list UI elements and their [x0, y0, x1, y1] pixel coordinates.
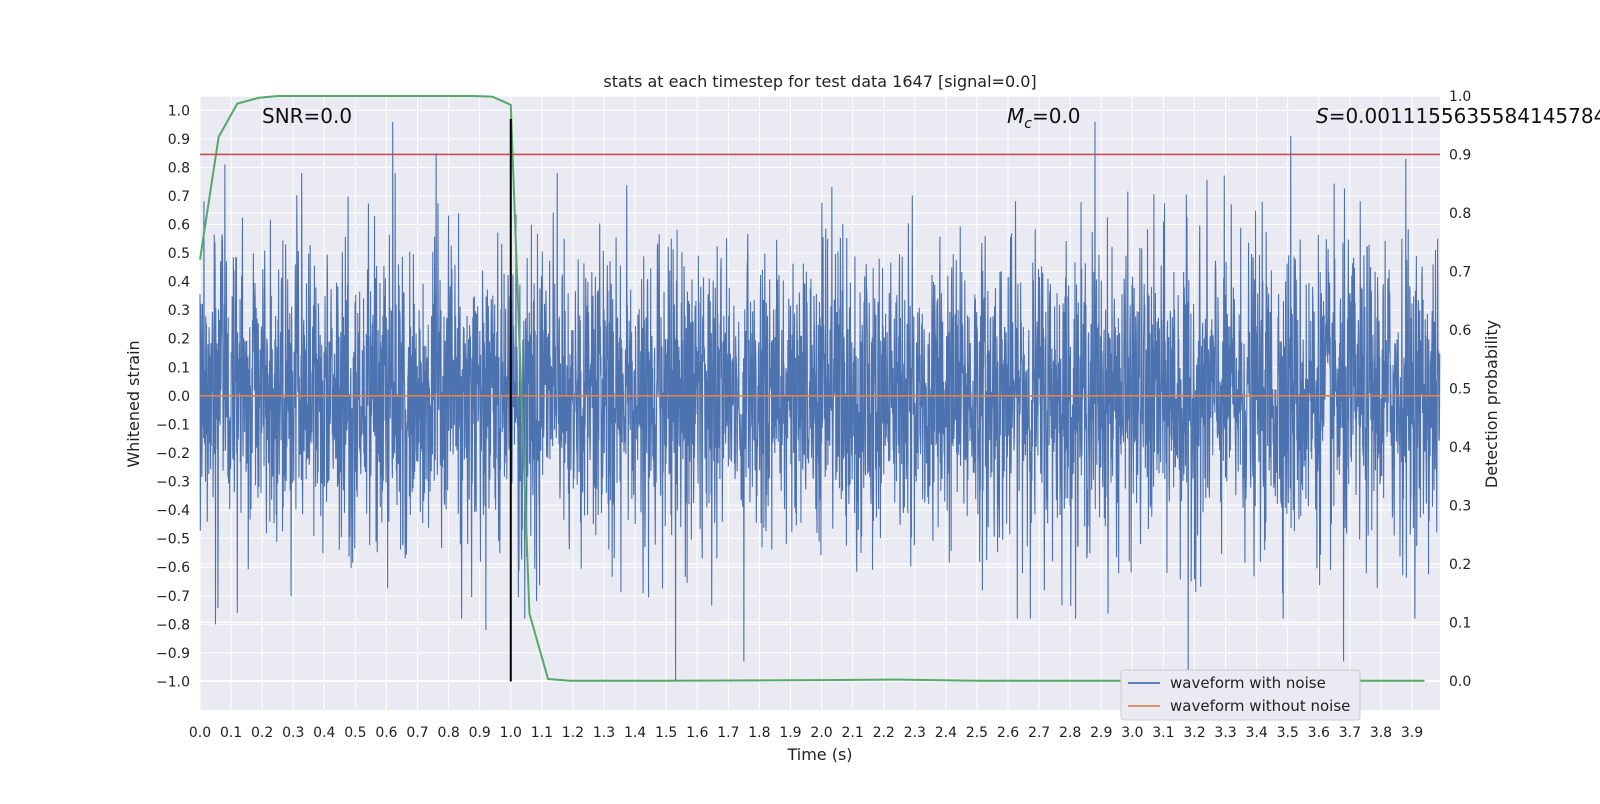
x-tick-label: 1.0	[500, 725, 522, 741]
legend-box	[1120, 669, 1361, 721]
y-right-tick-label: 0.3	[1449, 498, 1471, 514]
x-tick-label: 3.1	[1152, 725, 1174, 741]
x-tick-label: 2.3	[904, 725, 926, 741]
x-tick-label: 1.3	[593, 725, 615, 741]
s-symbol: S	[1316, 104, 1329, 128]
y-right-tick-label: 0.7	[1449, 264, 1471, 280]
x-tick-label: 1.1	[531, 725, 553, 741]
x-tick-label: 1.4	[624, 725, 646, 741]
x-tick-label: 3.6	[1308, 725, 1330, 741]
s-annotation: S=0.0011155635584145784	[1316, 104, 1600, 128]
x-tick-label: 0.9	[469, 725, 491, 741]
x-tick-label: 0.4	[313, 725, 335, 741]
y-left-tick-label: −0.5	[156, 532, 190, 548]
x-tick-label: 1.5	[655, 725, 677, 741]
y-left-tick-label: 0.6	[168, 218, 190, 234]
x-tick-label: 1.8	[748, 725, 770, 741]
series-detection-probability	[199, 95, 1425, 682]
x-tick-label: 3.5	[1277, 725, 1299, 741]
x-tick-label: 2.9	[1090, 725, 1112, 741]
y-left-tick-label: 0.2	[168, 332, 190, 348]
x-tick-label: 0.1	[220, 725, 242, 741]
y-right-tick-label: 0.9	[1449, 147, 1471, 163]
x-tick-label: 2.7	[1028, 725, 1050, 741]
y-left-tick-label: 0.7	[168, 189, 190, 205]
x-tick-label: 1.7	[717, 725, 739, 741]
chart-title: stats at each timestep for test data 164…	[603, 72, 1036, 91]
legend: waveform with noise waveform without noi…	[1120, 669, 1361, 721]
x-tick-label: 0.5	[344, 725, 366, 741]
y-right-tick-label: 1.0	[1449, 89, 1471, 105]
y-left-tick-label: 1.0	[168, 103, 190, 119]
x-tick-label: 0.8	[437, 725, 459, 741]
x-tick-label: 3.9	[1401, 725, 1423, 741]
y-left-tick-label: −0.8	[156, 617, 190, 633]
mc-annotation: Mc=0.0	[1007, 104, 1081, 132]
y-left-tick-label: −1.0	[156, 674, 190, 690]
x-tick-label: 0.2	[251, 725, 273, 741]
x-tick-label: 3.2	[1183, 725, 1205, 741]
y-right-tick-label: 0.0	[1449, 674, 1471, 690]
y-right-tick-label: 0.6	[1449, 323, 1471, 339]
mc-value: =0.0	[1032, 104, 1081, 128]
x-tick-label: 3.4	[1246, 725, 1268, 741]
x-tick-label: 2.0	[810, 725, 832, 741]
x-tick-label: 2.2	[873, 725, 895, 741]
reference-lines	[200, 118, 1440, 682]
y-left-tick-label: 0.4	[168, 275, 190, 291]
y-left-tick-label: −0.1	[156, 417, 190, 433]
x-tick-label: 1.6	[686, 725, 708, 741]
y-left-tick-label: 0.9	[168, 132, 190, 148]
y-left-tick-label: 0.8	[168, 160, 190, 176]
x-tick-label: 3.0	[1121, 725, 1143, 741]
x-tick-label: 0.3	[282, 725, 304, 741]
x-tick-label: 3.8	[1370, 725, 1392, 741]
y-left-tick-label: −0.6	[156, 560, 190, 576]
y-left-tick-label: 0.5	[168, 246, 190, 262]
x-tick-label: 1.2	[562, 725, 584, 741]
y-left-tick-label: −0.2	[156, 446, 190, 462]
y-left-tick-label: 0.3	[168, 303, 190, 319]
series-layer	[199, 95, 1441, 682]
y-left-tick-label: −0.3	[156, 475, 190, 491]
snr-annotation: SNR=0.0	[262, 104, 352, 128]
x-tick-label: 0.0	[189, 725, 211, 741]
mc-symbol: M	[1007, 104, 1024, 128]
x-tick-label: 1.9	[779, 725, 801, 741]
x-tick-label: 0.7	[406, 725, 428, 741]
y-axis-left-label: Whitened strain	[124, 340, 143, 467]
x-tick-label: 2.6	[997, 725, 1019, 741]
x-tick-label: 2.4	[935, 725, 957, 741]
x-tick-label: 3.7	[1339, 725, 1361, 741]
y-right-tick-label: 0.4	[1449, 440, 1471, 456]
x-tick-label: 3.3	[1214, 725, 1236, 741]
x-tick-label: 2.1	[841, 725, 863, 741]
legend-entry-noise: waveform with noise	[1170, 674, 1326, 692]
mc-subscript: c	[1024, 116, 1032, 132]
y-left-tick-label: −0.4	[156, 503, 190, 519]
series-waveform-with-noise	[199, 121, 1441, 682]
y-left-tick-label: 0.1	[168, 360, 190, 376]
y-right-tick-label: 0.5	[1449, 381, 1471, 397]
y-right-tick-label: 0.1	[1449, 615, 1471, 631]
x-tick-label: 2.5	[966, 725, 988, 741]
x-axis-label: Time (s)	[786, 745, 852, 764]
y-left-tick-label: 0.0	[168, 389, 190, 405]
axis-ticks: 0.0 0.1 0.2 0.3 0.4 0.5 0.6 0.7 0.8 0.9 1.0 1.1 1.2 1…	[156, 89, 1471, 741]
x-tick-label: 2.8	[1059, 725, 1081, 741]
y-left-tick-label: −0.9	[156, 646, 190, 662]
x-tick-label: 0.6	[375, 725, 397, 741]
y-right-tick-label: 0.2	[1449, 557, 1471, 573]
legend-entry-clean: waveform without noise	[1170, 697, 1350, 715]
s-value: =0.0011155635584145784	[1329, 104, 1600, 128]
y-right-tick-label: 0.8	[1449, 206, 1471, 222]
y-axis-right-label: Detection probability	[1482, 320, 1501, 488]
y-left-tick-label: −0.7	[156, 589, 190, 605]
